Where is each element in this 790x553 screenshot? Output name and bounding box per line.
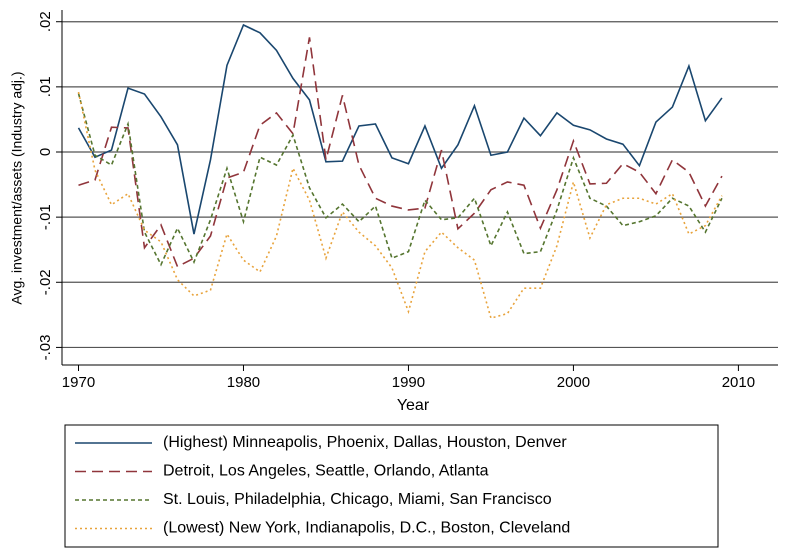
x-tick-label: 1980	[227, 374, 260, 391]
series-line	[78, 37, 723, 268]
x-axis-label: Year	[397, 397, 430, 414]
y-tick-label: -.02	[37, 269, 54, 295]
legend-label: (Highest) Minneapolis, Phoenix, Dallas, …	[163, 434, 567, 451]
y-tick-label: .02	[37, 11, 54, 32]
y-axis-label: Avg. investment/assets (Industry adj.)	[9, 71, 25, 304]
x-tick-label: 2010	[722, 374, 755, 391]
y-tick-label: -.01	[37, 204, 54, 230]
y-tick-label: .01	[37, 76, 54, 97]
legend-label: (Lowest) New York, Indianapolis, D.C., B…	[163, 520, 570, 537]
series-line	[77, 93, 723, 267]
series-line	[77, 91, 723, 320]
y-tick-label: -.03	[37, 334, 54, 360]
legend-box	[64, 424, 719, 548]
x-tick-label: 1990	[392, 374, 425, 391]
x-tick-label: 2000	[557, 374, 590, 391]
legend-label: St. Louis, Philadelphia, Chicago, Miami,…	[163, 491, 552, 508]
series-line	[77, 23, 723, 235]
legend-label: Detroit, Los Angeles, Seattle, Orlando, …	[163, 463, 489, 480]
y-tick-label: 0	[37, 148, 54, 156]
x-tick-label: 1970	[62, 374, 95, 391]
